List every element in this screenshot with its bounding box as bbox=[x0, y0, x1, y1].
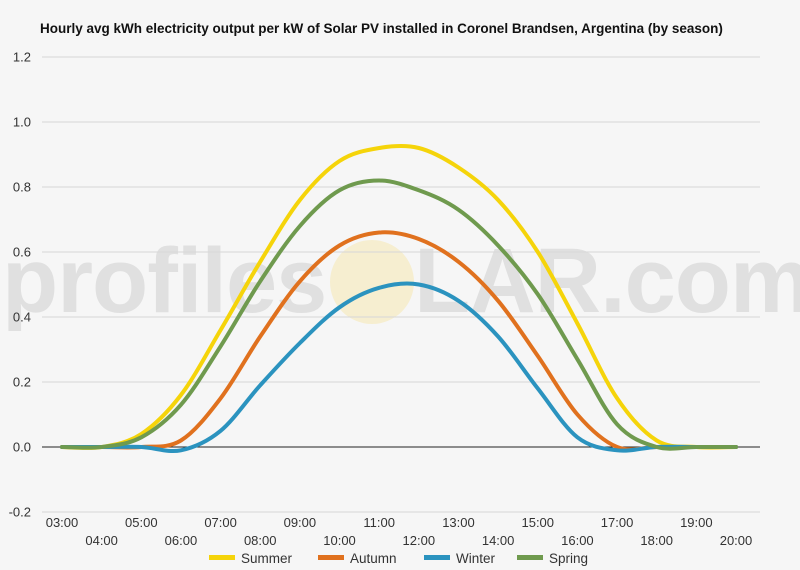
series-line-autumn bbox=[60, 230, 738, 452]
x-tick-label: 09:00 bbox=[284, 515, 317, 530]
x-tick-label: 11:00 bbox=[363, 515, 395, 530]
x-tick-label: 05:00 bbox=[125, 515, 158, 530]
x-tick-label: 15:00 bbox=[521, 515, 554, 530]
x-tick-label: 18:00 bbox=[640, 533, 673, 548]
legend-swatch-autumn bbox=[318, 555, 344, 560]
y-axis-ticks: 1.2 1.0 0.8 0.6 0.4 0.2 0.0 -0.2 bbox=[9, 50, 31, 520]
legend-swatch-summer bbox=[209, 555, 235, 560]
series-line-spring bbox=[60, 178, 738, 451]
series-lines bbox=[60, 143, 738, 453]
legend-label-spring: Spring bbox=[549, 551, 588, 566]
watermark-sun-icon bbox=[330, 240, 414, 324]
x-tick-label: 20:00 bbox=[720, 533, 753, 548]
y-tick-label: 0.4 bbox=[13, 310, 31, 325]
x-axis-ticks: 03:00 04:00 05:00 06:00 07:00 08:00 09:00 10:00… bbox=[46, 515, 753, 548]
x-tick-label: 03:00 bbox=[46, 515, 79, 530]
legend-swatch-spring bbox=[517, 555, 543, 560]
legend: Summer Autumn Winter Spring bbox=[209, 551, 588, 566]
y-tick-label: 0.0 bbox=[13, 440, 31, 455]
legend-label-summer: Summer bbox=[241, 551, 293, 566]
x-tick-label: 06:00 bbox=[165, 533, 198, 548]
legend-label-winter: Winter bbox=[456, 551, 496, 566]
y-tick-label: 0.2 bbox=[13, 375, 31, 390]
y-tick-label: -0.2 bbox=[9, 505, 31, 520]
x-tick-label: 08:00 bbox=[244, 533, 277, 548]
legend-label-autumn: Autumn bbox=[350, 551, 397, 566]
y-tick-label: 0.8 bbox=[13, 180, 31, 195]
x-tick-label: 16:00 bbox=[561, 533, 594, 548]
x-tick-label: 07:00 bbox=[204, 515, 237, 530]
y-tick-label: 0.6 bbox=[13, 245, 31, 260]
x-tick-label: 10:00 bbox=[323, 533, 356, 548]
x-tick-label: 04:00 bbox=[85, 533, 118, 548]
y-tick-label: 1.2 bbox=[13, 50, 31, 65]
x-tick-label: 17:00 bbox=[601, 515, 634, 530]
x-tick-label: 19:00 bbox=[680, 515, 713, 530]
series-line-summer bbox=[60, 143, 738, 450]
x-tick-label: 14:00 bbox=[482, 533, 515, 548]
legend-swatch-winter bbox=[424, 555, 450, 560]
x-tick-label: 13:00 bbox=[442, 515, 475, 530]
chart-title: Hourly avg kWh electricity output per kW… bbox=[40, 21, 723, 36]
x-tick-label: 12:00 bbox=[403, 533, 436, 548]
y-tick-label: 1.0 bbox=[13, 115, 31, 130]
series-line-winter bbox=[60, 281, 738, 453]
